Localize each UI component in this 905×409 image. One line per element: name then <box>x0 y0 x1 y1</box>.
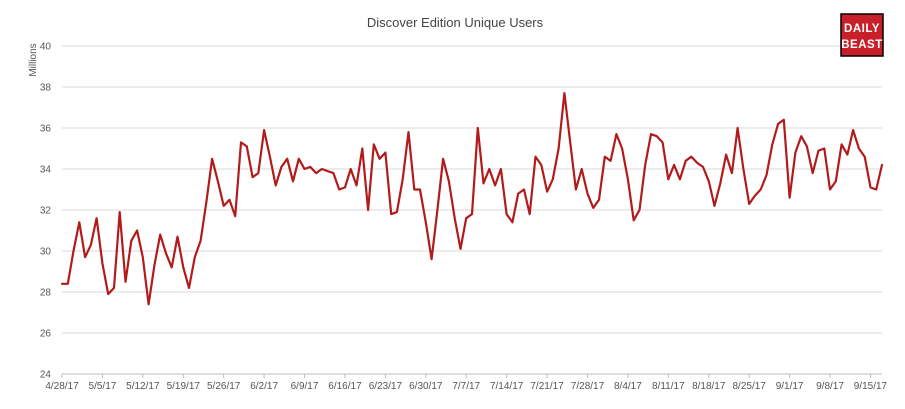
x-tick-label: 6/16/17 <box>328 381 362 392</box>
x-tick-label: 7/7/17 <box>452 381 480 392</box>
y-tick-label: 38 <box>40 83 52 94</box>
y-axis-label: Millions <box>28 43 39 76</box>
y-tick-label: 36 <box>40 124 52 135</box>
series-line-unique-users <box>60 92 884 306</box>
y-tick-label: 24 <box>40 370 52 381</box>
y-tick-label: 28 <box>40 288 52 299</box>
logo-line-beast: BEAST <box>841 39 882 51</box>
x-tick-label: 6/2/17 <box>250 381 278 392</box>
x-axis-ticks: 4/28/17 5/5/17 5/12/17 5/19/17 5/26/17 6/2/17… <box>45 374 888 392</box>
y-tick-label: 40 <box>40 42 52 53</box>
x-tick-label: 9/15/17 <box>854 381 888 392</box>
x-tick-label: 7/21/17 <box>530 381 564 392</box>
x-tick-label: 6/23/17 <box>369 381 403 392</box>
x-tick-label: 5/19/17 <box>167 381 201 392</box>
x-tick-label: 7/14/17 <box>490 381 524 392</box>
x-tick-label: 5/12/17 <box>126 381 160 392</box>
x-tick-label: 6/30/17 <box>409 381 443 392</box>
logo-line-daily: DAILY <box>844 23 880 35</box>
x-tick-label: 8/25/17 <box>732 381 766 392</box>
x-tick-label: 8/11/17 <box>652 381 685 392</box>
y-tick-label: 26 <box>40 329 52 340</box>
x-tick-label: 4/28/17 <box>45 381 79 392</box>
x-tick-label: 5/26/17 <box>207 381 241 392</box>
x-tick-label: 6/9/17 <box>291 381 319 392</box>
logo-background <box>840 13 884 57</box>
chart-title: Discover Edition Unique Users <box>367 15 544 30</box>
x-tick-label: 7/28/17 <box>571 381 605 392</box>
daily-beast-logo: DAILY BEAST <box>840 13 884 57</box>
x-tick-label: 8/4/17 <box>614 381 642 392</box>
x-tick-label: 9/1/17 <box>776 381 804 392</box>
x-tick-label: 9/8/17 <box>816 381 844 392</box>
x-tick-label: 5/5/17 <box>89 381 117 392</box>
y-tick-label: 30 <box>40 247 52 258</box>
x-tick-label: 8/18/17 <box>692 381 726 392</box>
y-axis-ticks: 24 26 28 30 32 34 36 38 40 <box>40 42 52 381</box>
y-tick-label: 32 <box>40 206 52 217</box>
y-tick-label: 34 <box>40 165 52 176</box>
